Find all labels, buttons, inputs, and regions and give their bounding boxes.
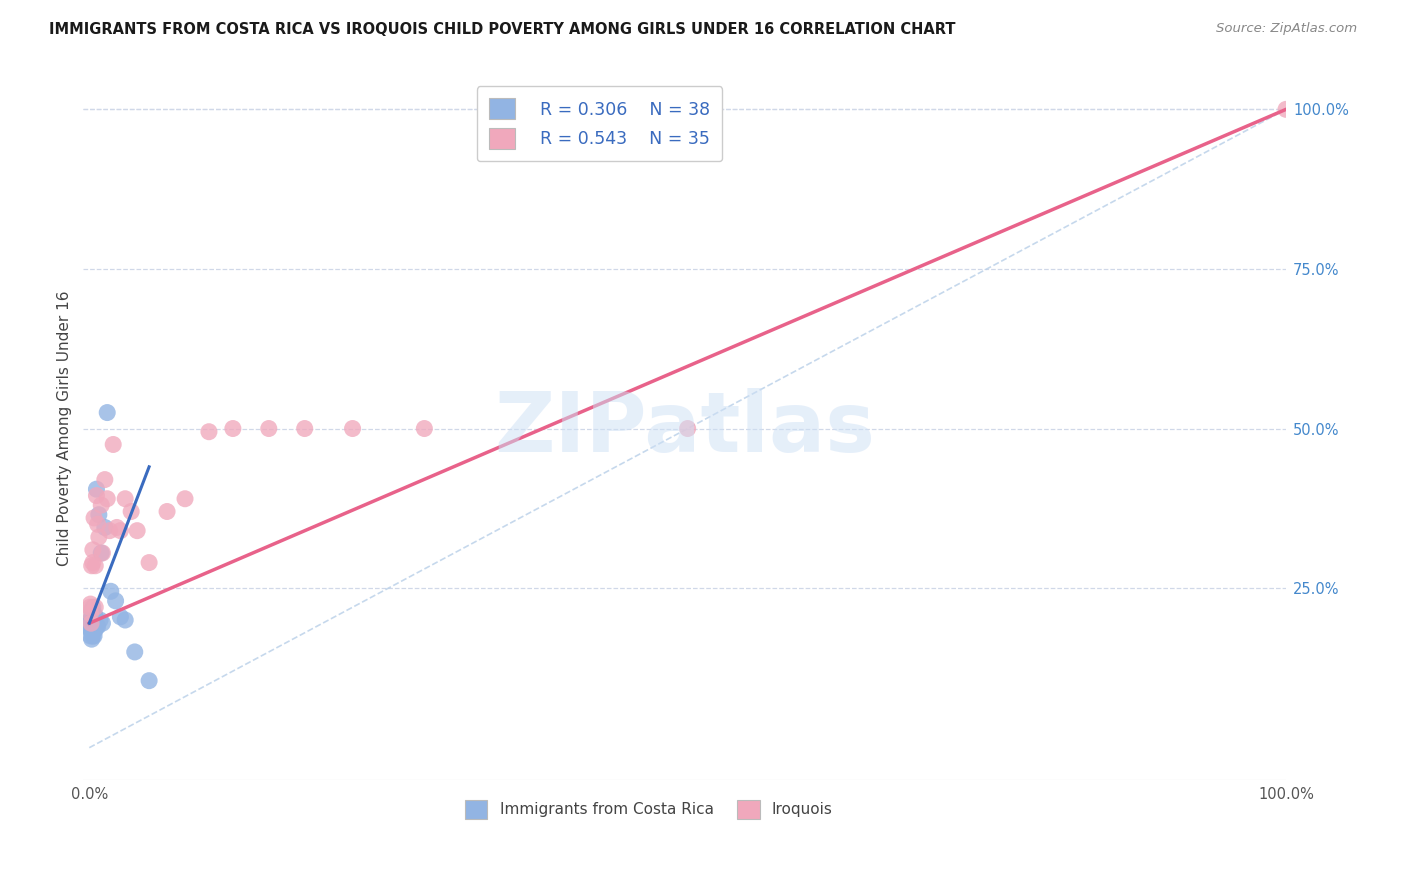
Point (80, 603, 103, 617)
Point (80, 616, 103, 631)
Point (124, 645, 146, 659)
Point (79, 616, 101, 631)
Point (80, 623, 103, 637)
Point (79, 629, 101, 643)
Point (94, 473, 117, 487)
Point (94, 520, 117, 534)
Point (79, 607, 101, 621)
Point (79, 613, 101, 627)
Point (100, 584, 122, 599)
Point (86, 619, 108, 633)
Point (79, 600, 101, 615)
Point (84, 610, 107, 624)
Point (138, 673, 160, 688)
Point (120, 504, 142, 518)
Point (413, 421, 436, 435)
Text: ZIPatlas: ZIPatlas (494, 388, 875, 469)
Point (156, 504, 179, 518)
Point (257, 421, 280, 435)
Point (110, 524, 132, 538)
Point (89, 613, 111, 627)
Point (82, 542, 104, 557)
Point (86, 482, 108, 496)
Point (86, 489, 108, 503)
Point (80, 610, 103, 624)
Legend: Immigrants from Costa Rica, Iroquois: Immigrants from Costa Rica, Iroquois (458, 794, 839, 824)
Point (86, 517, 108, 532)
Y-axis label: Child Poverty Among Girls Under 16: Child Poverty Among Girls Under 16 (58, 291, 72, 566)
Point (90, 498, 112, 512)
Point (342, 421, 364, 435)
Point (110, 610, 132, 624)
Text: IMMIGRANTS FROM COSTA RICA VS IROQUOIS CHILD POVERTY AMONG GIRLS UNDER 16 CORREL: IMMIGRANTS FROM COSTA RICA VS IROQUOIS C… (49, 22, 956, 37)
Text: Source: ZipAtlas.com: Source: ZipAtlas.com (1216, 22, 1357, 36)
Point (91, 616, 114, 631)
Point (91, 546, 114, 560)
Point (83, 629, 105, 643)
Point (104, 594, 127, 608)
Point (84, 558, 107, 573)
Point (82, 616, 104, 631)
Point (294, 421, 316, 435)
Point (82, 556, 104, 570)
Point (87, 530, 110, 544)
Point (82, 629, 104, 643)
Point (80, 623, 103, 637)
Point (138, 556, 160, 570)
Point (1275, 103, 1298, 117)
Point (114, 491, 136, 506)
Point (676, 421, 699, 435)
Point (84, 623, 107, 637)
Point (82, 613, 104, 627)
Point (80, 558, 103, 573)
Point (222, 421, 245, 435)
Point (82, 607, 104, 621)
Point (83, 607, 105, 621)
Point (127, 524, 149, 538)
Point (83, 511, 105, 525)
Point (96, 491, 118, 506)
Point (82, 610, 104, 624)
Point (198, 425, 221, 439)
Point (86, 619, 108, 633)
Point (105, 520, 128, 534)
Point (114, 613, 136, 627)
Point (96, 406, 118, 420)
Point (80, 632, 103, 647)
Point (174, 491, 197, 506)
Point (80, 616, 103, 631)
Point (90, 546, 112, 560)
Point (84, 600, 107, 615)
Point (79, 619, 101, 633)
Point (79, 597, 101, 611)
Point (83, 623, 105, 637)
Point (82, 600, 104, 615)
Point (103, 437, 125, 451)
Point (83, 613, 105, 627)
Point (98, 524, 121, 538)
Point (87, 508, 110, 522)
Point (79, 623, 101, 637)
